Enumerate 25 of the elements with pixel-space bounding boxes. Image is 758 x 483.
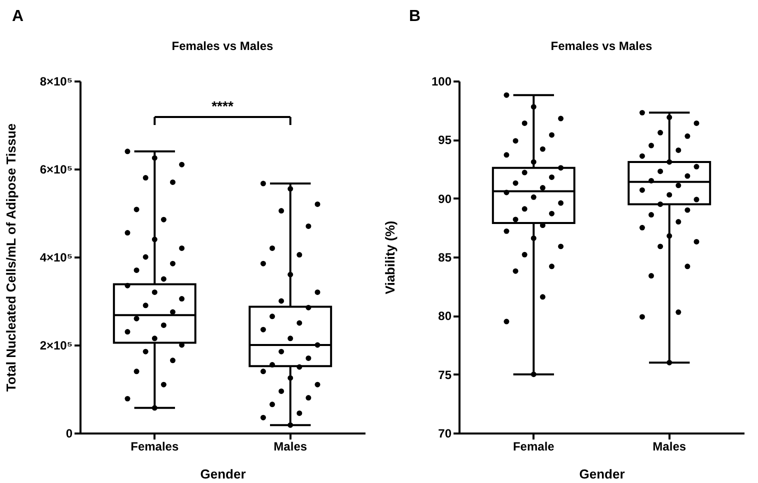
y-tick-label: 90: [438, 192, 452, 206]
y-axis-title: Total Nucleated Cells/mL of Adipose Tissue: [4, 123, 18, 392]
y-tick-label: 95: [438, 133, 452, 148]
y-tick-label: 0: [66, 426, 73, 440]
x-tick-label: Females: [130, 440, 179, 454]
y-axis-title: Viability (%): [382, 220, 398, 294]
y-tick-label: 80: [438, 309, 452, 324]
x-tick-label: Males: [652, 440, 686, 454]
y-tick-label: 75: [438, 368, 452, 382]
x-tick-label: Males: [274, 440, 308, 454]
chart-title: Females vs Males: [550, 39, 653, 53]
chart-title: Females vs Males: [172, 39, 274, 53]
x-axis-title: Gender: [579, 466, 625, 482]
y-tick-label: 100: [431, 74, 452, 88]
y-tick-label: 70: [438, 426, 452, 440]
y-tick-label: 4×10⁵: [40, 250, 72, 264]
y-tick-label: 8×10⁵: [40, 74, 72, 88]
y-tick-label: 85: [438, 250, 452, 264]
x-tick-label: Female: [512, 440, 555, 454]
x-axis-title: Gender: [200, 466, 246, 482]
text: A: [12, 8, 24, 26]
annotation: ****: [212, 98, 234, 114]
y-tick-label: 2×10⁵: [40, 338, 72, 352]
text: B: [409, 8, 421, 26]
y-tick-label: 6×10⁵: [40, 162, 72, 176]
